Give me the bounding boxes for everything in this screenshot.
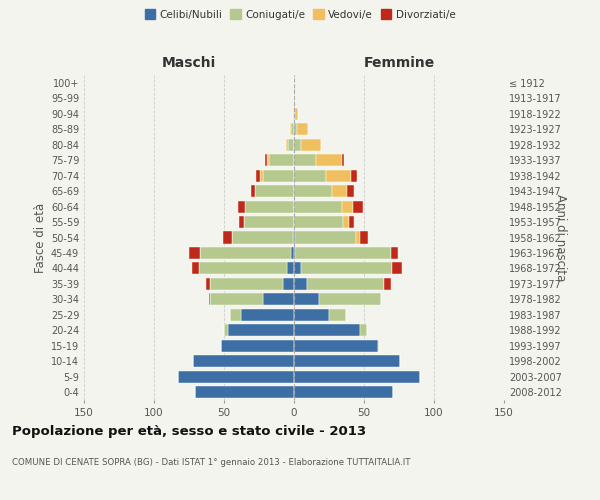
Bar xyxy=(294,154,316,166)
Bar xyxy=(295,247,391,259)
Bar xyxy=(193,356,294,368)
Bar xyxy=(347,185,354,197)
Bar xyxy=(239,216,244,228)
Bar xyxy=(192,262,199,274)
Bar xyxy=(295,108,298,120)
Bar xyxy=(228,324,294,336)
Bar xyxy=(230,309,241,321)
Bar xyxy=(269,154,294,166)
Bar xyxy=(356,232,360,243)
Bar xyxy=(294,232,295,243)
Bar xyxy=(294,340,378,352)
Bar xyxy=(360,232,368,243)
Bar xyxy=(291,123,294,135)
Bar xyxy=(245,200,294,212)
Bar xyxy=(294,386,394,398)
Text: COMUNE DI CENATE SOPRA (BG) - Dati ISTAT 1° gennaio 2013 - Elaborazione TUTTAITA: COMUNE DI CENATE SOPRA (BG) - Dati ISTAT… xyxy=(12,458,410,467)
Bar xyxy=(319,294,381,306)
Bar xyxy=(293,108,294,120)
Bar xyxy=(221,340,294,352)
Bar xyxy=(383,278,391,290)
Bar xyxy=(294,123,297,135)
Bar xyxy=(294,108,295,120)
Bar xyxy=(189,247,200,259)
Bar xyxy=(326,170,352,181)
Bar xyxy=(297,123,308,135)
Bar xyxy=(316,154,341,166)
Bar xyxy=(294,92,295,104)
Bar xyxy=(283,278,294,290)
Bar xyxy=(294,324,360,336)
Bar xyxy=(194,386,294,398)
Bar xyxy=(294,200,341,212)
Bar xyxy=(265,154,268,166)
Bar xyxy=(353,200,362,212)
Y-axis label: Anni di nascita: Anni di nascita xyxy=(554,194,567,281)
Bar xyxy=(223,232,232,243)
Bar xyxy=(289,138,294,150)
Bar xyxy=(349,216,354,228)
Bar xyxy=(294,371,420,383)
Bar xyxy=(210,294,263,306)
Bar xyxy=(263,294,294,306)
Bar xyxy=(294,247,295,259)
Bar xyxy=(294,138,301,150)
Bar xyxy=(251,185,255,197)
Bar xyxy=(294,170,326,181)
Bar xyxy=(341,154,344,166)
Bar xyxy=(294,294,319,306)
Bar xyxy=(199,262,287,274)
Bar xyxy=(244,216,294,228)
Bar xyxy=(290,123,291,135)
Bar xyxy=(378,340,379,352)
Bar xyxy=(332,185,347,197)
Bar xyxy=(287,262,294,274)
Bar xyxy=(206,278,210,290)
Bar xyxy=(232,232,293,243)
Bar xyxy=(392,262,402,274)
Bar xyxy=(294,356,400,368)
Bar xyxy=(329,309,346,321)
Bar xyxy=(256,170,260,181)
Bar xyxy=(301,138,320,150)
Text: Popolazione per età, sesso e stato civile - 2013: Popolazione per età, sesso e stato civil… xyxy=(12,425,366,438)
Y-axis label: Fasce di età: Fasce di età xyxy=(34,202,47,272)
Bar xyxy=(301,262,392,274)
Bar xyxy=(210,278,283,290)
Bar xyxy=(391,247,398,259)
Bar xyxy=(260,170,263,181)
Bar xyxy=(294,309,329,321)
Bar xyxy=(268,154,269,166)
Bar xyxy=(255,185,294,197)
Bar xyxy=(307,278,383,290)
Bar xyxy=(291,247,294,259)
Bar xyxy=(294,185,332,197)
Bar xyxy=(343,216,349,228)
Bar xyxy=(360,324,367,336)
Bar xyxy=(352,170,357,181)
Bar xyxy=(238,200,245,212)
Bar xyxy=(209,294,210,306)
Bar xyxy=(293,232,294,243)
Bar xyxy=(200,247,291,259)
Text: Maschi: Maschi xyxy=(162,56,216,70)
Bar xyxy=(341,200,353,212)
Bar xyxy=(294,262,301,274)
Bar xyxy=(224,324,228,336)
Bar xyxy=(241,309,294,321)
Text: Femmine: Femmine xyxy=(364,56,434,70)
Bar xyxy=(294,278,307,290)
Bar xyxy=(295,232,356,243)
Bar xyxy=(263,170,294,181)
Bar xyxy=(286,138,289,150)
Bar xyxy=(294,216,343,228)
Bar xyxy=(178,371,294,383)
Legend: Celibi/Nubili, Coniugati/e, Vedovi/e, Divorziati/e: Celibi/Nubili, Coniugati/e, Vedovi/e, Di… xyxy=(140,5,460,24)
